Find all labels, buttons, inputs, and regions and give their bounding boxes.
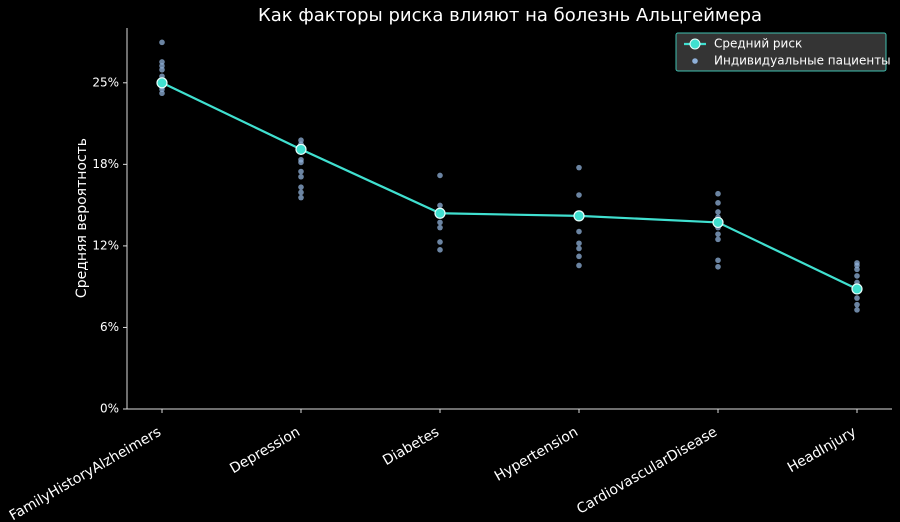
legend-label: Средний риск <box>714 37 802 51</box>
patient-point <box>576 240 582 247</box>
patient-point <box>854 295 860 301</box>
patient-point <box>159 90 165 97</box>
patient-point <box>576 262 582 269</box>
mean-marker <box>573 210 585 222</box>
patient-point <box>576 228 582 235</box>
y-tick-label: 6% <box>100 320 119 334</box>
patient-point <box>298 189 304 196</box>
patient-point <box>159 66 165 73</box>
patient-point <box>159 63 165 69</box>
mean-marker <box>156 77 168 89</box>
patient-point <box>854 307 860 313</box>
chart-title: Как факторы риска влияют на болезнь Альц… <box>258 5 762 26</box>
patient-point <box>159 39 165 46</box>
patient-point <box>576 192 582 198</box>
y-tick-label: 18% <box>92 157 119 171</box>
patient-point <box>715 209 721 215</box>
patient-point <box>854 301 860 308</box>
x-tick-label: Hypertension <box>492 424 581 485</box>
patient-point <box>298 168 304 175</box>
patient-point <box>715 257 721 264</box>
x-tick-label: HeadInjury <box>785 424 859 476</box>
y-tick-label: 12% <box>92 238 119 252</box>
patient-point <box>715 190 721 197</box>
patient-point <box>715 236 721 243</box>
mean-marker <box>712 216 724 229</box>
x-tick-label: FamilyHistoryAlzheimers <box>7 424 164 522</box>
patient-point <box>437 172 443 179</box>
legend-marker <box>692 58 698 64</box>
x-tick-label: Depression <box>227 424 303 477</box>
patient-point <box>715 231 721 237</box>
patient-point <box>854 266 860 273</box>
patient-point <box>437 202 443 209</box>
patient-point <box>576 164 582 171</box>
patient-point <box>854 262 860 269</box>
patient-point <box>437 239 443 245</box>
patient-point <box>576 245 582 252</box>
patient-point <box>854 273 860 279</box>
legend-marker <box>689 38 701 50</box>
legend-label: Индивидуальные пациенты <box>714 54 891 68</box>
patient-point <box>437 247 443 253</box>
patient-point <box>159 59 165 65</box>
patient-point <box>298 184 304 190</box>
patient-point <box>576 253 582 260</box>
patient-point <box>298 194 304 201</box>
patient-point <box>298 173 304 180</box>
patient-point <box>437 219 443 226</box>
patient-point <box>298 137 304 144</box>
x-tick-label: CardiovascularDisease <box>574 424 720 517</box>
patient-point <box>298 159 304 166</box>
mean-marker <box>851 283 863 295</box>
y-tick-label: 25% <box>92 75 119 89</box>
y-axis-label: Средняя вероятность <box>74 138 90 298</box>
mean-line <box>161 81 858 290</box>
mean-marker <box>295 143 307 155</box>
legend-box <box>675 32 887 72</box>
x-tick-label: Diabetes <box>380 424 442 469</box>
y-tick-label: 0% <box>100 402 119 416</box>
patient-point <box>715 263 721 270</box>
mean-marker <box>434 207 446 219</box>
patient-point <box>715 200 721 206</box>
patient-point <box>437 224 443 231</box>
